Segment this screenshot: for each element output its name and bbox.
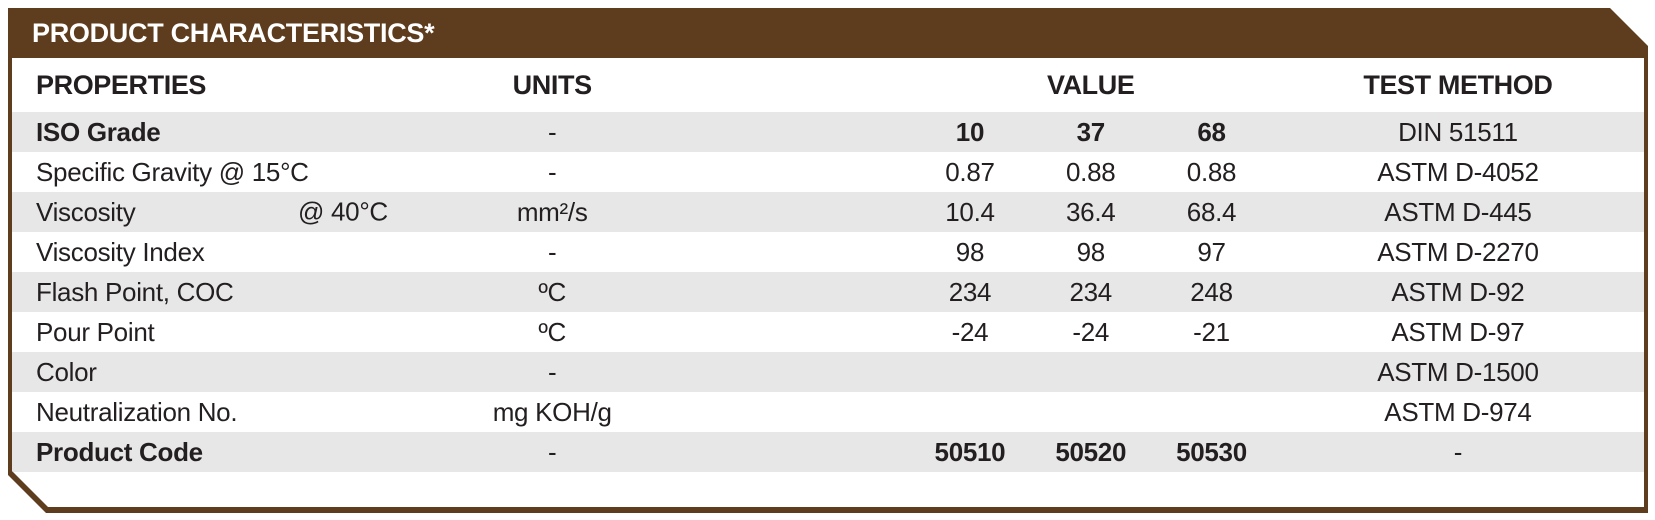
- value-cell: 234: [1069, 276, 1112, 307]
- units-cell: ºC: [538, 316, 567, 347]
- test-method-cell: -: [1453, 436, 1463, 467]
- value-cell: 0.88: [1066, 156, 1116, 187]
- table-row: Pour Point ºC -24 -24 -21 ASTM D-97: [12, 312, 1644, 352]
- value-cell: 50520: [1055, 436, 1127, 467]
- value-cell: 10: [955, 116, 985, 147]
- value-cell: 97: [1197, 236, 1226, 267]
- test-method-cell: ASTM D-97: [1391, 316, 1525, 347]
- table-row: Product Code - 50510 50520 50530 -: [12, 432, 1644, 472]
- test-method-cell: ASTM D-1500: [1377, 356, 1539, 387]
- value-cell: 68: [1197, 116, 1226, 147]
- value-cell: -21: [1193, 316, 1230, 347]
- units-cell: -: [548, 156, 557, 187]
- value-cell: 0.87: [945, 156, 995, 187]
- property-cell: Product Code: [36, 436, 203, 467]
- table-row: Specific Gravity @ 15°C - 0.87 0.88 0.88 ASTM…: [12, 152, 1644, 192]
- column-header-test-method: TEST METHOD: [1363, 69, 1553, 100]
- table-row: ISO Grade - 10 37 68 DIN 51511: [12, 112, 1644, 152]
- value-cell: 50510: [934, 436, 1006, 467]
- column-header-units: UNITS: [512, 69, 592, 100]
- value-cell: -24: [1072, 316, 1110, 347]
- value-cell: -24: [951, 316, 989, 347]
- title-bar: PRODUCT CHARACTERISTICS*: [8, 8, 1648, 58]
- property-cell: Neutralization No.: [36, 396, 238, 427]
- units-cell: -: [548, 436, 557, 467]
- property-suffix: @ 40°C: [298, 196, 388, 227]
- test-method-cell: ASTM D-974: [1384, 396, 1532, 427]
- property-cell: Flash Point, COC: [36, 276, 234, 307]
- table-row: Viscosity @ 40°C mm²/s 10.4 36.4 68.4 ASTM D-4…: [12, 192, 1644, 232]
- test-method-cell: ASTM D-445: [1384, 196, 1532, 227]
- product-characteristics-panel: PRODUCT CHARACTERISTICS* PROPERTIES UNIT…: [8, 8, 1648, 513]
- column-header-value: VALUE: [1046, 69, 1135, 100]
- value-cell: 37: [1076, 116, 1105, 147]
- property-cell: ISO Grade: [36, 116, 161, 147]
- units-cell: mg KOH/g: [492, 396, 612, 427]
- test-method-cell: ASTM D-4052: [1377, 156, 1539, 187]
- table-row: Flash Point, COC ºC 234 234 248 ASTM D-92: [12, 272, 1644, 312]
- table-row: Color - ASTM D-1500: [12, 352, 1644, 392]
- table-row: Viscosity Index - 98 98 97 ASTM D-2270: [12, 232, 1644, 272]
- value-cell: 248: [1190, 276, 1233, 307]
- test-method-cell: ASTM D-92: [1391, 276, 1525, 307]
- column-header-properties: PROPERTIES: [36, 69, 207, 100]
- value-cell: 68.4: [1186, 196, 1237, 227]
- value-cell: 98: [1076, 236, 1105, 267]
- value-cell: 10.4: [945, 196, 995, 227]
- table-rows: ISO Grade - 10 37 68 DIN 51511 Specific Gravit…: [12, 112, 1644, 472]
- value-cell: 50530: [1176, 436, 1247, 467]
- table-content: PROPERTIES UNITS VALUE TEST METHOD ISO G…: [12, 58, 1644, 507]
- units-cell: -: [548, 116, 557, 147]
- value-cell: 0.88: [1186, 156, 1237, 187]
- table-header-row: PROPERTIES UNITS VALUE TEST METHOD: [12, 58, 1644, 112]
- units-cell: -: [548, 356, 557, 387]
- table-row: Neutralization No. mg KOH/g ASTM D-974: [12, 392, 1644, 432]
- panel-title: PRODUCT CHARACTERISTICS*: [32, 17, 435, 48]
- property-cell: Pour Point: [36, 316, 155, 347]
- units-cell: mm²/s: [516, 196, 588, 227]
- property-cell: Color: [36, 356, 97, 387]
- units-cell: ºC: [538, 276, 567, 307]
- property-cell: Viscosity Index: [36, 236, 205, 267]
- units-cell: -: [548, 236, 557, 267]
- property-cell: Specific Gravity @ 15°C: [36, 156, 309, 187]
- test-method-cell: DIN 51511: [1398, 116, 1518, 147]
- property-cell: Viscosity @ 40°C: [36, 196, 388, 227]
- value-cell: 36.4: [1066, 196, 1116, 227]
- value-cell: 98: [955, 236, 985, 267]
- test-method-cell: ASTM D-2270: [1377, 236, 1539, 267]
- value-cell: 234: [948, 276, 992, 307]
